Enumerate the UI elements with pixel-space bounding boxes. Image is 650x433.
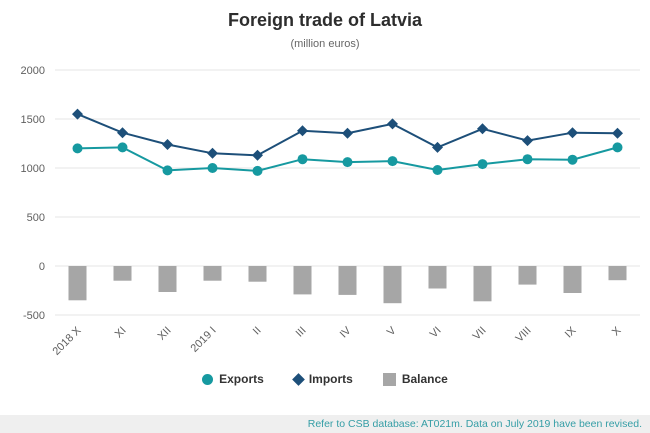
x-axis-label: IX bbox=[563, 324, 579, 340]
balance-bar[interactable] bbox=[68, 266, 87, 301]
exports-point[interactable] bbox=[342, 157, 353, 168]
exports-point[interactable] bbox=[522, 154, 533, 165]
x-axis-label: VII bbox=[471, 325, 489, 343]
imports-point[interactable] bbox=[567, 127, 578, 139]
imports-point[interactable] bbox=[342, 127, 353, 139]
balance-bar[interactable] bbox=[518, 266, 537, 285]
balance-bar[interactable] bbox=[608, 266, 627, 281]
balance-bar[interactable] bbox=[563, 266, 582, 293]
exports-point[interactable] bbox=[567, 154, 578, 165]
balance-bar[interactable] bbox=[428, 266, 447, 289]
y-axis-label: 2000 bbox=[21, 65, 45, 77]
exports-point[interactable] bbox=[432, 165, 443, 175]
exports-point[interactable] bbox=[387, 156, 398, 167]
x-axis-label: X bbox=[610, 324, 624, 338]
exports-marker-icon bbox=[202, 373, 214, 385]
balance-bar[interactable] bbox=[473, 266, 492, 302]
legend: Exports Imports Balance bbox=[0, 368, 650, 390]
legend-item-exports[interactable]: Exports bbox=[202, 372, 264, 386]
imports-point[interactable] bbox=[387, 118, 398, 130]
x-axis-label: II bbox=[251, 325, 264, 338]
balance-bar[interactable] bbox=[248, 266, 267, 282]
legend-item-imports[interactable]: Imports bbox=[291, 372, 353, 386]
exports-point[interactable] bbox=[162, 165, 173, 176]
x-axis-label: 2019 I bbox=[189, 325, 219, 355]
balance-bar[interactable] bbox=[158, 266, 177, 292]
imports-point[interactable] bbox=[117, 127, 128, 139]
x-axis-label: V bbox=[385, 324, 399, 338]
exports-point[interactable] bbox=[252, 165, 263, 176]
exports-point[interactable] bbox=[477, 159, 488, 170]
exports-point[interactable] bbox=[297, 154, 308, 165]
chart-subtitle: (million euros) bbox=[290, 38, 360, 50]
exports-point[interactable] bbox=[117, 142, 128, 153]
x-axis-label: XI bbox=[113, 325, 129, 341]
imports-point[interactable] bbox=[522, 135, 533, 147]
y-axis-label: 500 bbox=[27, 212, 45, 224]
balance-bar[interactable] bbox=[113, 266, 132, 281]
balance-bar[interactable] bbox=[338, 266, 357, 295]
x-axis-label: III bbox=[294, 325, 309, 340]
y-axis-label: 1500 bbox=[21, 114, 45, 126]
balance-bar[interactable] bbox=[383, 266, 402, 304]
imports-point[interactable] bbox=[432, 141, 443, 153]
y-axis-label: 0 bbox=[39, 261, 45, 273]
imports-point[interactable] bbox=[162, 139, 173, 150]
y-axis-label: -500 bbox=[23, 310, 45, 322]
footer-note-bar: Refer to CSB database: AT021m. Data on J… bbox=[0, 415, 650, 433]
legend-label-imports: Imports bbox=[308, 372, 353, 386]
imports-point[interactable] bbox=[612, 127, 623, 139]
balance-marker-icon bbox=[382, 372, 396, 386]
x-axis-label: VI bbox=[428, 325, 444, 341]
legend-label-exports: Exports bbox=[219, 372, 264, 386]
imports-point[interactable] bbox=[72, 108, 83, 120]
exports-point[interactable] bbox=[72, 143, 83, 154]
balance-bar[interactable] bbox=[293, 266, 312, 295]
imports-point[interactable] bbox=[252, 149, 263, 161]
y-axis-label: 1000 bbox=[21, 163, 45, 175]
x-axis-label: IV bbox=[338, 324, 354, 340]
imports-point[interactable] bbox=[477, 123, 488, 135]
x-axis-label: 2018 X bbox=[50, 324, 84, 358]
footer-note: Refer to CSB database: AT021m. Data on J… bbox=[307, 418, 642, 430]
imports-point[interactable] bbox=[207, 147, 218, 159]
imports-marker-icon bbox=[291, 372, 305, 386]
imports-point[interactable] bbox=[297, 125, 308, 137]
exports-point[interactable] bbox=[207, 163, 218, 173]
exports-point[interactable] bbox=[612, 142, 623, 153]
x-axis-label: XII bbox=[156, 325, 174, 343]
balance-bar[interactable] bbox=[203, 266, 222, 281]
legend-label-balance: Balance bbox=[401, 372, 448, 386]
x-axis-label: VIII bbox=[513, 325, 533, 345]
page-title: Foreign trade of Latvia bbox=[227, 10, 423, 30]
legend-item-balance[interactable]: Balance bbox=[382, 372, 448, 386]
